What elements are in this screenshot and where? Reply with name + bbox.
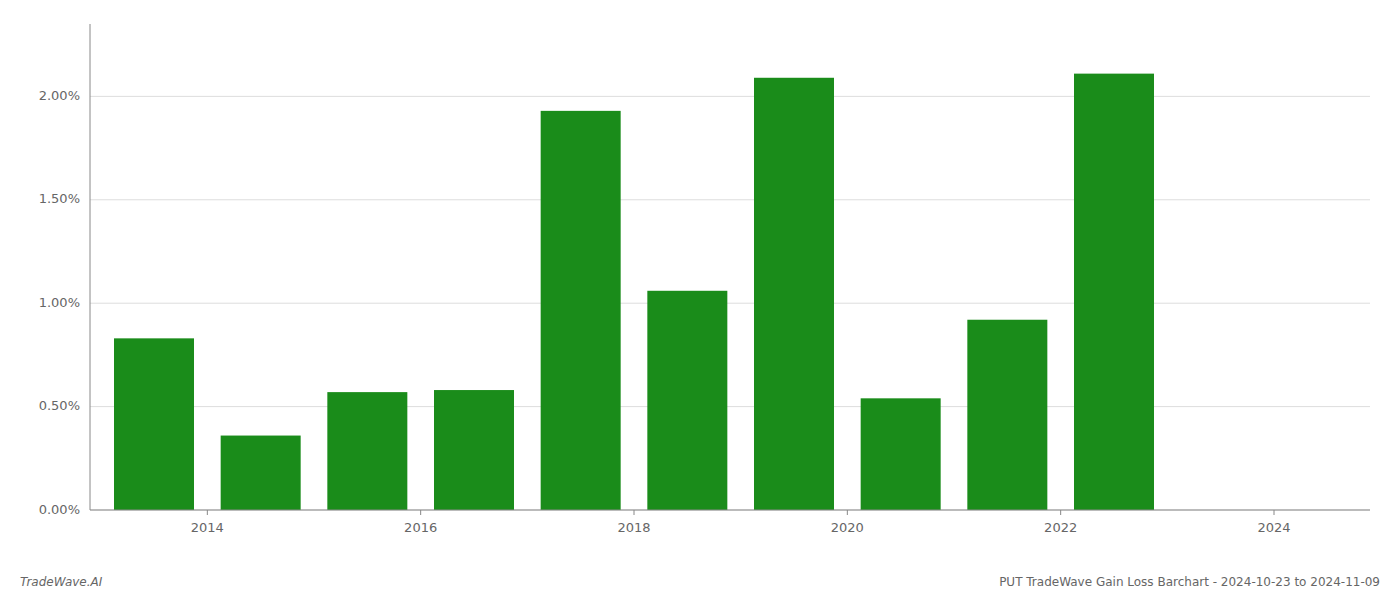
x-tick-label: 2014 [191,520,224,535]
x-tick-label: 2024 [1257,520,1290,535]
x-tick-label: 2018 [617,520,650,535]
x-tick-label: 2020 [831,520,864,535]
x-tick [1274,510,1275,515]
x-tick-label: 2016 [404,520,437,535]
y-tick-label: 2.00% [39,88,80,103]
grid-line [90,199,1370,200]
chart-svg: 0.00% 0.50% 1.00% 1.50% 2.00% 2014 2016 2018 202… [0,0,1400,600]
x-axis-line [90,510,1370,511]
grid-line [90,96,1370,97]
x-tick [634,510,635,515]
bar [434,390,514,510]
bar [754,78,834,510]
bars [114,74,1154,510]
chart-container: 0.00% 0.50% 1.00% 1.50% 2.00% 2014 2016 2018 202… [0,0,1400,600]
footer-right: PUT TradeWave Gain Loss Barchart - 2024-… [999,575,1380,589]
bar [967,320,1047,510]
bar [114,338,194,510]
y-axis-line [90,24,91,510]
grid-line [90,510,1370,511]
bar [541,111,621,510]
grid [90,96,1370,510]
y-tick-label: 0.50% [39,398,80,413]
x-tick [1060,510,1061,515]
x-tick-label: 2022 [1044,520,1077,535]
x-tick [847,510,848,515]
x-tick [207,510,208,515]
bar [861,398,941,510]
bar [221,436,301,510]
y-tick-label: 1.00% [39,295,80,310]
footer-left: TradeWave.AI [20,575,103,589]
bar [1074,74,1154,510]
y-tick-label: 1.50% [39,191,80,206]
bar [647,291,727,510]
x-tick [420,510,421,515]
y-tick-label: 0.00% [39,502,80,517]
grid-line [90,406,1370,407]
bar [327,392,407,510]
grid-line [90,303,1370,304]
